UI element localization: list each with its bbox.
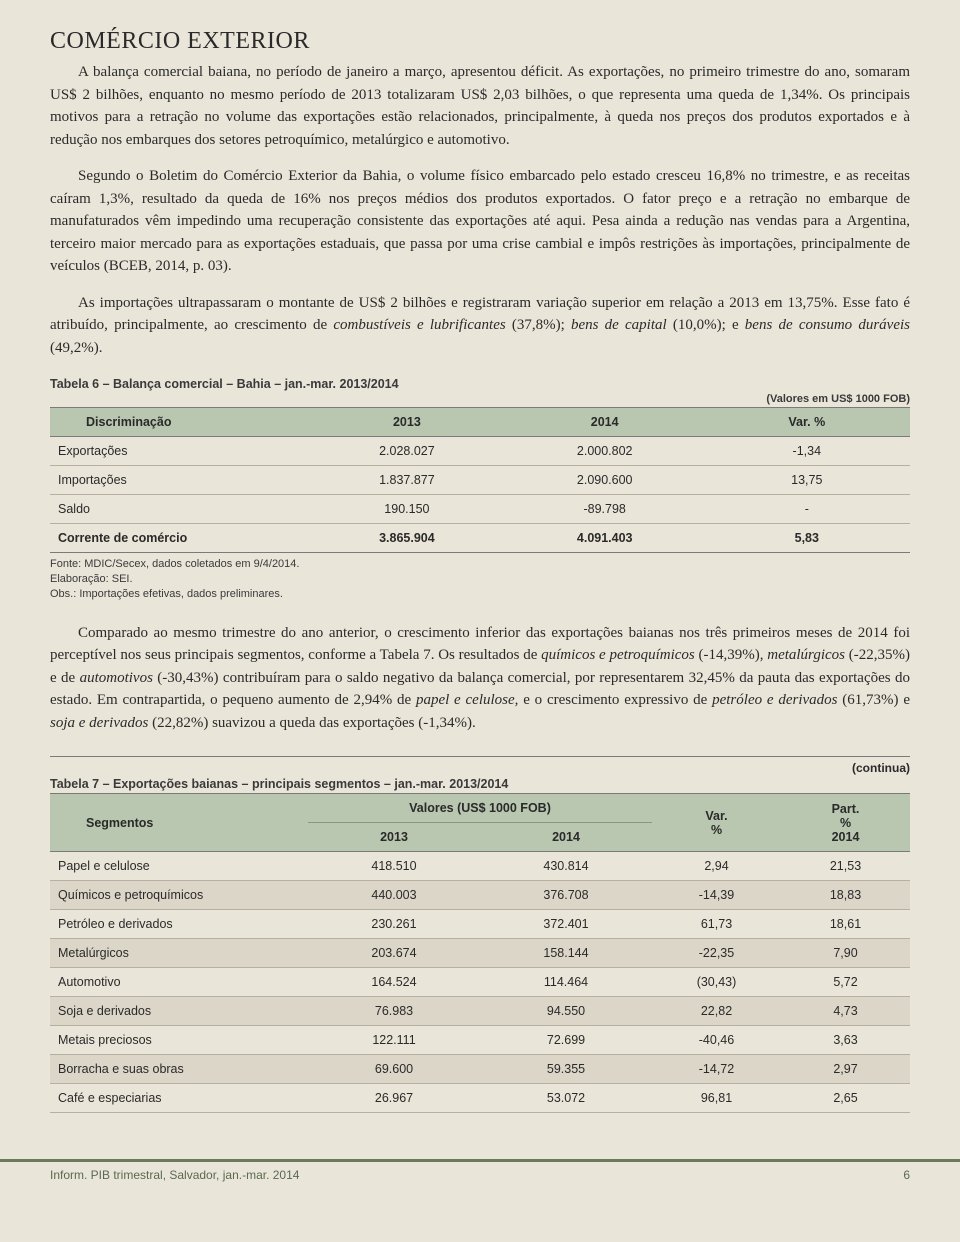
t7-h-seg: Segmentos [50,794,308,852]
table-row: Papel e celulose418.510430.8142,9421,53 [50,852,910,881]
table-row: Petróleo e derivados230.261372.40161,731… [50,910,910,939]
paragraph-4: Comparado ao mesmo trimestre do ano ante… [50,622,910,735]
table7-title: Tabela 7 – Exportações baianas – princip… [50,777,910,791]
t6-col-2: 2014 [506,408,704,437]
table-row: Saldo190.150-89.798- [50,495,910,524]
table-row: Metalúrgicos203.674158.144-22,357,90 [50,939,910,968]
paragraph-1: A balança comercial baiana, no período d… [50,61,910,151]
footer-left: Inform. PIB trimestral, Salvador, jan.-m… [50,1168,299,1182]
table7: Segmentos Valores (US$ 1000 FOB) Var. % … [50,793,910,1113]
t7-h-var: Var. % [652,794,781,852]
table-row: Exportações2.028.0272.000.802-1,34 [50,437,910,466]
paragraph-3: As importações ultrapassaram o montante … [50,292,910,360]
table-row: Borracha e suas obras69.60059.355-14,722… [50,1055,910,1084]
t7-h-2014: 2014 [480,823,652,852]
section-heading: COMÉRCIO EXTERIOR [50,28,910,55]
page-footer: Inform. PIB trimestral, Salvador, jan.-m… [0,1159,960,1192]
table-row: Importações1.837.8772.090.60013,75 [50,466,910,495]
t7-h-val: Valores (US$ 1000 FOB) [308,794,652,823]
t7-h-part: Part. % 2014 [781,794,910,852]
t6-col-1: 2013 [308,408,506,437]
table6-unit: (Valores em US$ 1000 FOB) [50,393,910,405]
table-row: Automotivo164.524114.464(30,43)5,72 [50,968,910,997]
table-row: Metais preciosos122.11172.699-40,463,63 [50,1026,910,1055]
table6: Discriminação 2013 2014 Var. % Exportaçõ… [50,407,910,553]
table-row-total: Corrente de comércio3.865.9044.091.4035,… [50,524,910,553]
paragraph-2: Segundo o Boletim do Comércio Exterior d… [50,165,910,278]
table-row: Químicos e petroquímicos440.003376.708-1… [50,881,910,910]
footer-page-number: 6 [903,1168,910,1182]
table-row: Soja e derivados76.98394.55022,824,73 [50,997,910,1026]
table6-source: Fonte: MDIC/Secex, dados coletados em 9/… [50,557,910,602]
t6-col-3: Var. % [704,408,910,437]
table6-title: Tabela 6 – Balança comercial – Bahia – j… [50,377,910,391]
t6-col-0: Discriminação [50,408,308,437]
t7-h-2013: 2013 [308,823,480,852]
continua-label: (continua) [50,756,910,775]
table-row: Café e especiarias26.96753.07296,812,65 [50,1084,910,1113]
